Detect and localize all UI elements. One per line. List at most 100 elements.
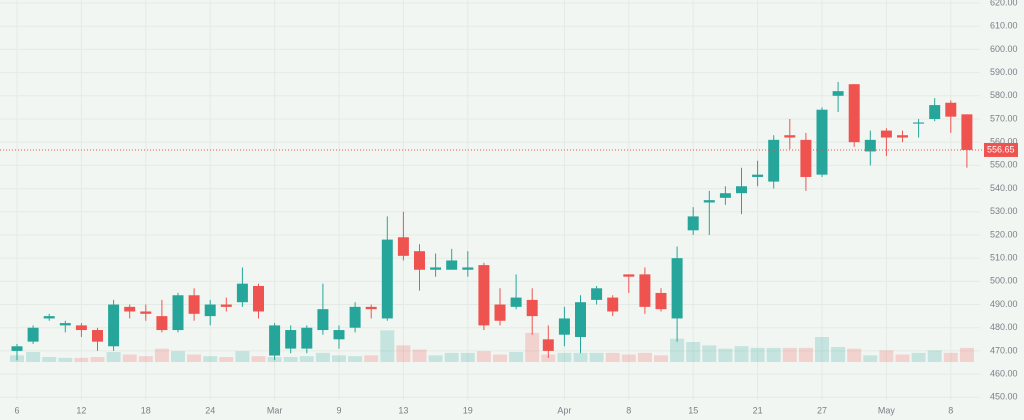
volume-bar bbox=[959, 347, 974, 362]
y-tick-label: 460.00 bbox=[990, 368, 1018, 378]
candle-body bbox=[220, 304, 232, 307]
candle-body bbox=[864, 139, 876, 152]
candle-body bbox=[43, 316, 55, 319]
y-tick-label: 620.00 bbox=[990, 0, 1018, 7]
y-tick-label: 550.00 bbox=[990, 160, 1018, 170]
volume-bar bbox=[122, 354, 137, 362]
candle-body bbox=[59, 323, 71, 326]
candle-body bbox=[623, 274, 635, 277]
y-tick-label: 510.00 bbox=[990, 253, 1018, 263]
volume-bar bbox=[460, 352, 475, 362]
volume-bar bbox=[428, 355, 443, 362]
candle-body bbox=[542, 339, 554, 351]
volume-bar bbox=[911, 352, 926, 362]
volume-bar bbox=[718, 348, 733, 362]
volume-bar bbox=[251, 356, 266, 362]
volume-bar bbox=[879, 350, 894, 362]
volume-bar bbox=[509, 352, 524, 362]
volume-bar bbox=[283, 357, 298, 362]
candle-body bbox=[816, 109, 828, 175]
candle-body bbox=[752, 174, 764, 177]
candle-body bbox=[188, 295, 200, 314]
volume-bar bbox=[943, 352, 958, 362]
x-tick-label: 13 bbox=[398, 405, 408, 415]
candle-body bbox=[961, 114, 973, 150]
y-tick-label: 540.00 bbox=[990, 183, 1018, 193]
candle-body bbox=[414, 251, 425, 270]
candle-body bbox=[607, 297, 619, 312]
volume-bar bbox=[476, 351, 491, 362]
candle-body bbox=[317, 309, 329, 331]
candle-body bbox=[687, 216, 699, 231]
volume-bar bbox=[686, 342, 701, 362]
candle-body bbox=[768, 139, 780, 182]
candle-body bbox=[27, 327, 39, 342]
volume-bar bbox=[493, 354, 507, 362]
x-tick-label: 9 bbox=[336, 405, 341, 415]
y-tick-label: 600.00 bbox=[990, 44, 1018, 54]
candle-body bbox=[269, 325, 281, 356]
candle-body bbox=[140, 311, 152, 314]
volume-bar bbox=[847, 348, 862, 362]
candle-body bbox=[558, 318, 570, 335]
volume-bar bbox=[798, 347, 813, 362]
volume-bar bbox=[654, 355, 668, 362]
volume-bar bbox=[364, 355, 379, 362]
candle-body bbox=[446, 260, 458, 270]
x-tick-label: 6 bbox=[14, 405, 19, 415]
candle-body bbox=[236, 283, 248, 303]
candle-body bbox=[494, 304, 506, 321]
candle-body bbox=[108, 304, 120, 347]
candle-body bbox=[848, 84, 860, 143]
y-tick-label: 450.00 bbox=[990, 392, 1018, 402]
candle-body bbox=[75, 325, 87, 331]
volume-bar bbox=[541, 354, 556, 362]
volume-bar bbox=[90, 357, 105, 362]
last-price-box bbox=[984, 142, 1018, 157]
volume-bar bbox=[58, 357, 73, 362]
volume-bar bbox=[187, 354, 202, 362]
volume-bar bbox=[171, 351, 185, 362]
candle-body bbox=[285, 330, 297, 349]
volume-bar bbox=[782, 347, 797, 362]
x-tick-label: Mar bbox=[267, 405, 283, 415]
x-tick-label: 18 bbox=[141, 405, 151, 415]
candle-body bbox=[591, 288, 603, 300]
candle-body bbox=[11, 346, 23, 351]
volume-bar bbox=[219, 357, 234, 362]
y-tick-label: 570.00 bbox=[990, 113, 1018, 123]
volume-bar bbox=[927, 350, 942, 362]
volume-bar bbox=[815, 337, 829, 362]
x-tick-label: 21 bbox=[753, 405, 763, 415]
volume-bar bbox=[573, 352, 588, 362]
candle-body bbox=[478, 265, 490, 326]
candle-body bbox=[575, 302, 586, 338]
last-price-label: 556.65 bbox=[987, 144, 1015, 154]
candle-body bbox=[301, 327, 313, 349]
candle-body bbox=[253, 285, 264, 312]
volume-bar bbox=[412, 349, 427, 362]
volume-bar bbox=[74, 357, 89, 362]
volume-bar bbox=[750, 347, 765, 362]
volume-bar bbox=[895, 354, 910, 362]
y-tick-label: 530.00 bbox=[990, 206, 1018, 216]
volume-bar bbox=[203, 356, 218, 362]
candle-body bbox=[880, 130, 892, 138]
y-tick-label: 490.00 bbox=[990, 299, 1018, 309]
x-tick-label: 27 bbox=[817, 405, 827, 415]
x-tick-label: 8 bbox=[626, 405, 631, 415]
volume-bar bbox=[444, 352, 459, 362]
volume-bar bbox=[589, 352, 604, 362]
volume-bar bbox=[734, 346, 749, 362]
volume-bar bbox=[557, 352, 572, 362]
candle-body bbox=[349, 306, 361, 328]
candle-body bbox=[913, 122, 925, 124]
y-tick-label: 500.00 bbox=[990, 276, 1018, 286]
candle-body bbox=[204, 304, 216, 317]
volume-bar bbox=[348, 356, 363, 362]
y-tick-label: 560.00 bbox=[990, 137, 1018, 147]
x-tick-label: 12 bbox=[76, 405, 86, 415]
volume-bar bbox=[396, 345, 411, 362]
candle-body bbox=[671, 258, 683, 319]
